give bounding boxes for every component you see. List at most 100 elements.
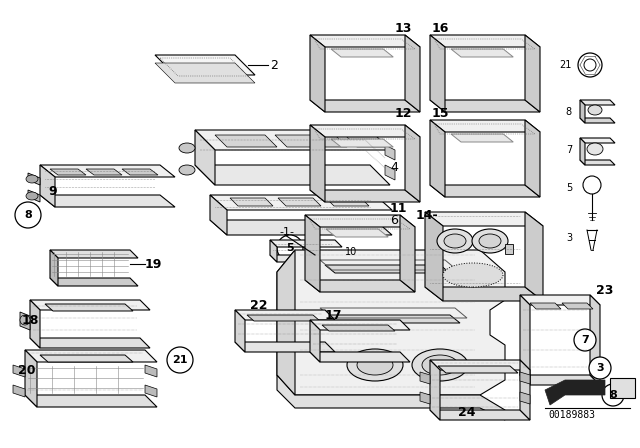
Circle shape [578,53,602,77]
Polygon shape [195,130,215,185]
Polygon shape [310,125,420,137]
Polygon shape [420,392,430,404]
Text: 2: 2 [270,59,278,72]
Polygon shape [322,325,395,331]
Text: 10: 10 [345,247,357,257]
Polygon shape [145,365,157,377]
Text: 19: 19 [145,258,163,271]
Polygon shape [210,220,392,235]
Polygon shape [590,295,600,385]
Polygon shape [305,215,415,227]
Polygon shape [580,100,615,105]
Polygon shape [50,250,58,286]
Polygon shape [210,195,392,210]
Polygon shape [326,198,369,206]
Polygon shape [270,255,342,262]
Polygon shape [430,120,540,132]
Text: 21: 21 [172,355,188,365]
Polygon shape [430,360,530,370]
Circle shape [277,235,303,261]
Polygon shape [430,35,540,47]
Polygon shape [50,278,138,286]
Polygon shape [13,365,25,377]
Ellipse shape [444,234,466,248]
Polygon shape [438,366,518,373]
Polygon shape [305,215,320,292]
Text: 11: 11 [390,202,408,215]
Polygon shape [430,35,445,112]
Polygon shape [345,135,387,147]
Polygon shape [40,355,133,362]
Ellipse shape [412,349,468,381]
Polygon shape [451,134,513,142]
Ellipse shape [422,355,458,375]
Ellipse shape [479,234,501,248]
Polygon shape [310,320,410,330]
Ellipse shape [357,355,393,375]
Circle shape [574,329,596,351]
Polygon shape [520,375,600,385]
Polygon shape [425,287,543,301]
Polygon shape [425,212,543,226]
Polygon shape [310,35,420,47]
Polygon shape [580,138,585,165]
Polygon shape [310,320,320,362]
Polygon shape [30,338,150,348]
Polygon shape [430,100,540,112]
Polygon shape [525,212,543,301]
Polygon shape [430,120,445,197]
Polygon shape [210,195,227,235]
Polygon shape [50,250,138,258]
Polygon shape [331,139,393,147]
Polygon shape [215,135,277,147]
Circle shape [589,357,611,379]
Polygon shape [86,169,122,175]
Text: 20: 20 [18,363,35,376]
Text: 4: 4 [390,160,398,173]
Polygon shape [13,385,25,397]
Text: 5: 5 [286,243,294,253]
Polygon shape [235,310,335,320]
Polygon shape [580,138,615,143]
Circle shape [584,59,596,71]
Polygon shape [310,35,325,112]
Polygon shape [195,130,390,150]
Text: 7: 7 [566,145,572,155]
Polygon shape [40,165,55,207]
Text: 22: 22 [250,298,268,311]
Polygon shape [310,125,325,202]
Ellipse shape [347,349,403,381]
Polygon shape [247,315,320,321]
Polygon shape [310,352,410,362]
Polygon shape [50,169,86,175]
Text: 3: 3 [596,363,604,373]
Polygon shape [331,49,393,57]
Polygon shape [545,380,605,405]
Polygon shape [405,125,420,202]
Text: 21: 21 [559,60,572,70]
Circle shape [583,176,601,194]
Polygon shape [278,198,321,206]
Polygon shape [405,35,420,112]
Polygon shape [195,165,390,185]
Polygon shape [325,315,460,323]
Polygon shape [525,120,540,197]
Text: 8: 8 [566,107,572,117]
Polygon shape [270,240,342,247]
Circle shape [15,202,41,228]
Ellipse shape [437,229,473,253]
Polygon shape [277,250,295,395]
Polygon shape [530,303,561,309]
Text: 8: 8 [609,390,617,400]
Polygon shape [45,304,133,311]
Ellipse shape [587,143,603,155]
Polygon shape [25,395,157,407]
Text: 15: 15 [432,107,449,120]
Polygon shape [40,165,175,177]
Polygon shape [30,300,40,348]
Polygon shape [520,392,530,404]
Text: 12: 12 [395,107,413,120]
Polygon shape [270,240,277,262]
Polygon shape [235,310,245,352]
Polygon shape [525,35,540,112]
